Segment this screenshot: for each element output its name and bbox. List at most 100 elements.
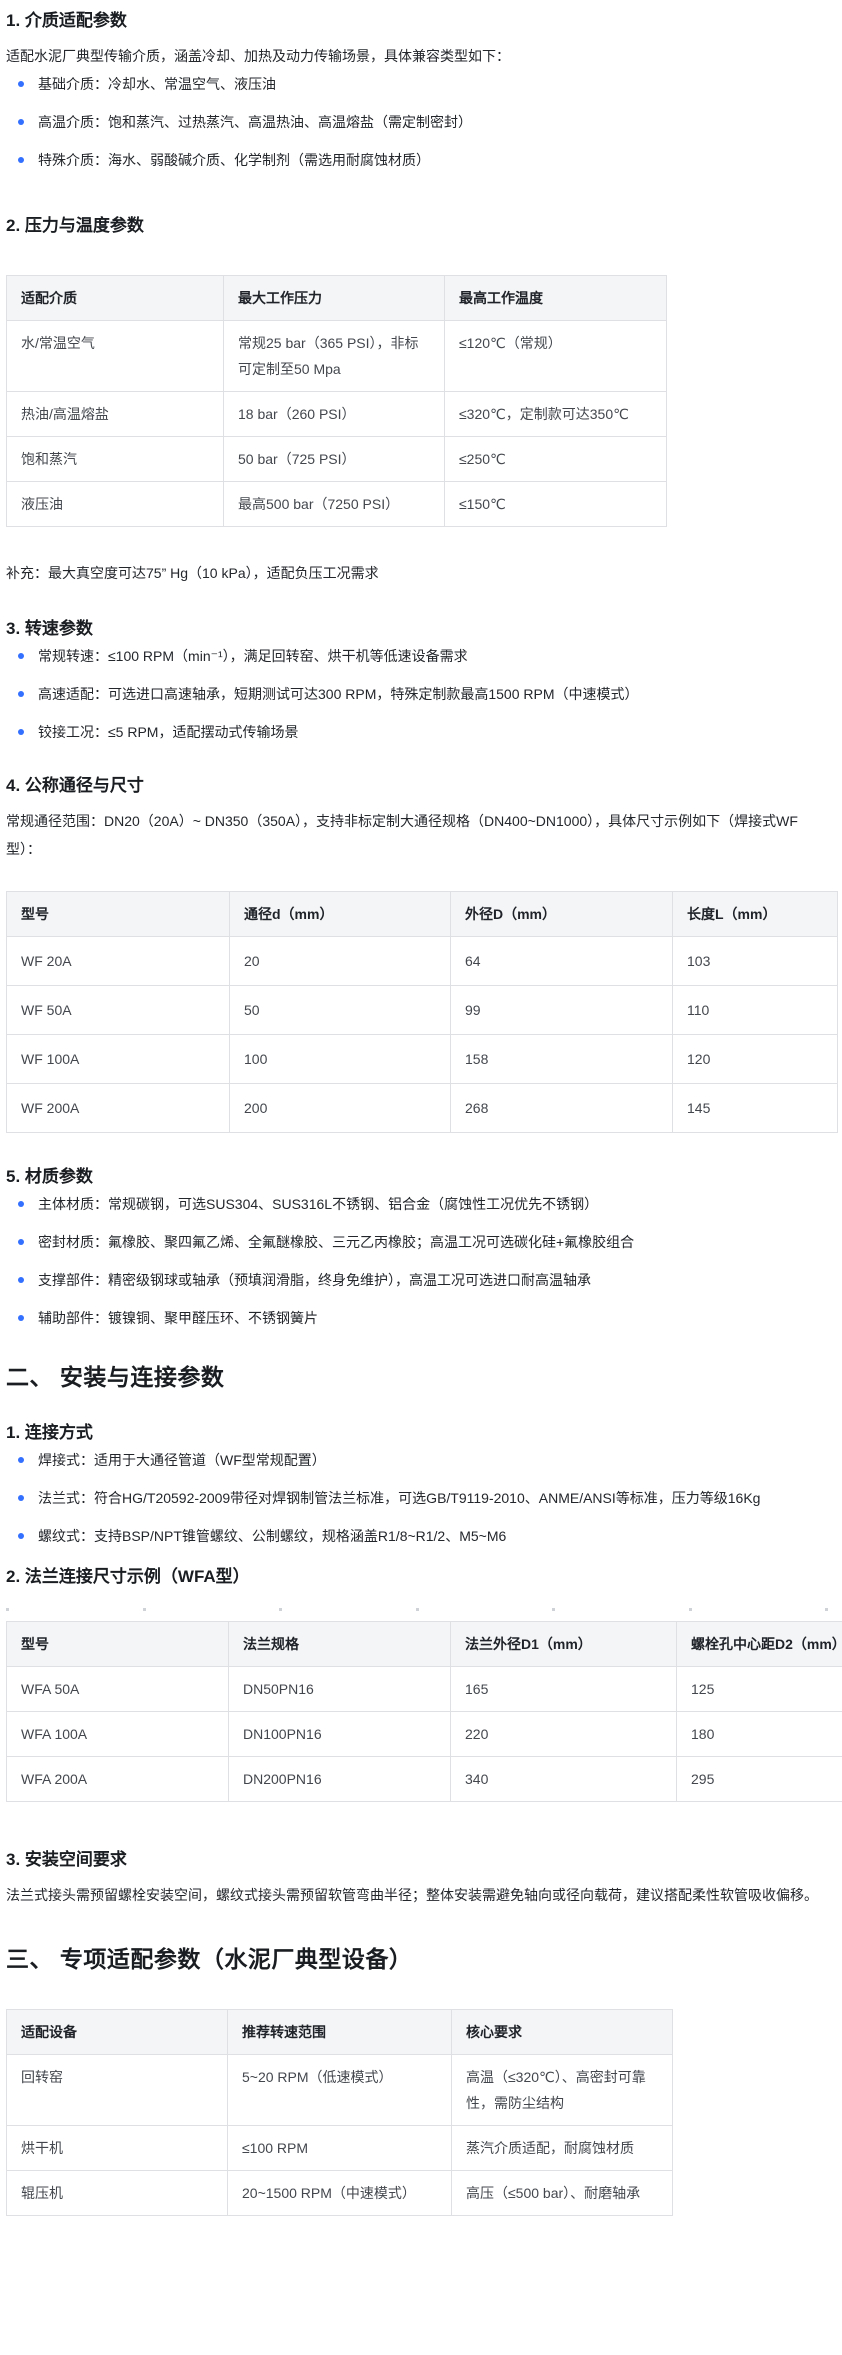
table-row: 热油/高温熔盐 18 bar（260 PSI） ≤320℃，定制款可达350℃ bbox=[6, 391, 667, 437]
list-item-text: 螺纹式：支持BSP/NPT锥管螺纹、公制螺纹，规格涵盖R1/8~R1/2、M5~… bbox=[38, 1528, 507, 1544]
bullet-dot-icon bbox=[18, 653, 24, 659]
table-cell: WF 20A bbox=[6, 936, 230, 986]
table-cell: 340 bbox=[450, 1756, 677, 1802]
bullet-dot-icon bbox=[18, 1315, 24, 1321]
bullet-dot-icon bbox=[18, 729, 24, 735]
wfa-flange-table: 型号 法兰规格 法兰外径D1（mm） 螺栓孔中心距D2（mm） WFA 50A … bbox=[6, 1621, 842, 1802]
list-item: 主体材质：常规碳钢，可选SUS304、SUS316L不锈钢、铝合金（腐蚀性工况优… bbox=[6, 1190, 842, 1218]
table-cell: 295 bbox=[676, 1756, 842, 1802]
table-cell: 最高500 bar（7250 PSI） bbox=[223, 481, 445, 527]
section-title-pressure-temp: 2. 压力与温度参数 bbox=[6, 216, 144, 235]
table-cell: 64 bbox=[450, 936, 673, 986]
table-header-cell: 推荐转速范围 bbox=[227, 2009, 452, 2055]
table-cell: ≤100 RPM bbox=[227, 2125, 452, 2171]
table-cell: 158 bbox=[450, 1034, 673, 1084]
table-header-cell: 最高工作温度 bbox=[444, 275, 667, 321]
table-cell: 20~1500 RPM（中速模式） bbox=[227, 2170, 452, 2216]
table-row: 液压油 最高500 bar（7250 PSI） ≤150℃ bbox=[6, 481, 667, 527]
bullet-dot-icon bbox=[18, 1201, 24, 1207]
table-cell: DN100PN16 bbox=[228, 1711, 451, 1757]
vacuum-note: 补充：最大真空度可达75” Hg（10 kPa），适配负压工况需求 bbox=[6, 565, 379, 581]
table-header-row: 适配介质 最大工作压力 最高工作温度 bbox=[6, 275, 667, 321]
section-title-connection-type: 1. 连接方式 bbox=[6, 1423, 93, 1442]
list-item: 常规转速：≤100 RPM（min⁻¹），满足回转窑、烘干机等低速设备需求 bbox=[6, 642, 842, 670]
table-row: WFA 50A DN50PN16 165 125 bbox=[6, 1666, 842, 1712]
table-cell: WF 100A bbox=[6, 1034, 230, 1084]
material-params-list: 主体材质：常规碳钢，可选SUS304、SUS316L不锈钢、铝合金（腐蚀性工况优… bbox=[6, 1190, 842, 1332]
list-item-text: 焊接式：适用于大通径管道（WF型常规配置） bbox=[38, 1452, 326, 1468]
column-guide-dot bbox=[279, 1608, 282, 1611]
table-cell: WFA 100A bbox=[6, 1711, 229, 1757]
section-title-flange-example: 2. 法兰连接尺寸示例（WFA型） bbox=[6, 1567, 250, 1586]
section-title-media-params: 1. 介质适配参数 bbox=[6, 11, 127, 30]
table-cell: 热油/高温熔盐 bbox=[6, 391, 224, 437]
table-header-row: 型号 法兰规格 法兰外径D1（mm） 螺栓孔中心距D2（mm） bbox=[6, 1621, 842, 1667]
table-cell: 145 bbox=[672, 1083, 838, 1133]
section-title-speed-params: 3. 转速参数 bbox=[6, 619, 93, 638]
speed-params-list: 常规转速：≤100 RPM（min⁻¹），满足回转窑、烘干机等低速设备需求 高速… bbox=[6, 642, 842, 746]
table-row: WFA 100A DN100PN16 220 180 bbox=[6, 1711, 842, 1757]
flange-table-clip-viewport: 型号 法兰规格 法兰外径D1（mm） 螺栓孔中心距D2（mm） WFA 50A … bbox=[6, 1621, 842, 1802]
list-item: 法兰式：符合HG/T20592-2009带径对焊钢制管法兰标准，可选GB/T91… bbox=[6, 1484, 842, 1512]
table-cell: WF 50A bbox=[6, 985, 230, 1035]
bullet-dot-icon bbox=[18, 1239, 24, 1245]
bullet-dot-icon bbox=[18, 1277, 24, 1283]
list-item-text: 支撑部件：精密级钢球或轴承（预填润滑脂，终身免维护），高温工况可选进口耐高温轴承 bbox=[38, 1272, 591, 1288]
document-page: 1. 介质适配参数 适配水泥厂典型传输介质，涵盖冷却、加热及动力传输场景，具体兼… bbox=[6, 11, 842, 2216]
table-row: 辊压机 20~1500 RPM（中速模式） 高压（≤500 bar）、耐磨轴承 bbox=[6, 2170, 673, 2216]
bullet-dot-icon bbox=[18, 1457, 24, 1463]
table-header-cell: 外径D（mm） bbox=[450, 891, 673, 937]
table-header-row: 适配设备 推荐转速范围 核心要求 bbox=[6, 2009, 673, 2055]
table-header-cell: 长度L（mm） bbox=[672, 891, 838, 937]
list-item: 特殊介质：海水、弱酸碱介质、化学制剂（需选用耐腐蚀材质） bbox=[6, 146, 842, 174]
table-cell: 高温（≤320℃）、高密封可靠性，需防尘结构 bbox=[451, 2054, 673, 2126]
table-header-cell: 最大工作压力 bbox=[223, 275, 445, 321]
table-row: 回转窑 5~20 RPM（低速模式） 高温（≤320℃）、高密封可靠性，需防尘结… bbox=[6, 2054, 673, 2126]
column-guide-dots bbox=[6, 1608, 828, 1611]
table-row: WF 20A 20 64 103 bbox=[6, 936, 838, 986]
table-cell: DN50PN16 bbox=[228, 1666, 451, 1712]
table-cell: 辊压机 bbox=[6, 2170, 228, 2216]
table-cell: 100 bbox=[229, 1034, 451, 1084]
table-cell: 99 bbox=[450, 985, 673, 1035]
diameter-range-intro: 常规通径范围：DN20（20A）~ DN350（350A），支持非标定制大通径规… bbox=[6, 813, 798, 857]
table-cell: 回转窑 bbox=[6, 2054, 228, 2126]
table-cell: 5~20 RPM（低速模式） bbox=[227, 2054, 452, 2126]
table-row: WF 200A 200 268 145 bbox=[6, 1083, 838, 1133]
table-row: 饱和蒸汽 50 bar（725 PSI） ≤250℃ bbox=[6, 436, 667, 482]
table-header-cell: 型号 bbox=[6, 1621, 229, 1667]
table-cell: 180 bbox=[676, 1711, 842, 1757]
table-cell: 水/常温空气 bbox=[6, 320, 224, 392]
section-title-install-space: 3. 安装空间要求 bbox=[6, 1850, 127, 1869]
table-header-cell: 适配设备 bbox=[6, 2009, 228, 2055]
list-item-text: 特殊介质：海水、弱酸碱介质、化学制剂（需选用耐腐蚀材质） bbox=[38, 152, 430, 168]
list-item: 基础介质：冷却水、常温空气、液压油 bbox=[6, 70, 842, 98]
table-cell: 110 bbox=[672, 985, 838, 1035]
table-cell: ≤120℃（常规） bbox=[444, 320, 667, 392]
list-item: 螺纹式：支持BSP/NPT锥管螺纹、公制螺纹，规格涵盖R1/8~R1/2、M5~… bbox=[6, 1522, 842, 1550]
table-header-cell: 法兰规格 bbox=[228, 1621, 451, 1667]
part-title-installation: 二、 安装与连接参数 bbox=[6, 1364, 225, 1390]
install-space-paragraph: 法兰式接头需预留螺栓安装空间，螺纹式接头需预留软管弯曲半径；整体安装需避免轴向或… bbox=[6, 1887, 818, 1903]
table-header-cell: 核心要求 bbox=[451, 2009, 673, 2055]
table-cell: 蒸汽介质适配，耐腐蚀材质 bbox=[451, 2125, 673, 2171]
table-cell: 20 bbox=[229, 936, 451, 986]
table-cell: 165 bbox=[450, 1666, 677, 1712]
table-cell: 103 bbox=[672, 936, 838, 986]
list-item: 辅助部件：镀镍铜、聚甲醛压环、不锈钢簧片 bbox=[6, 1304, 842, 1332]
table-cell: 120 bbox=[672, 1034, 838, 1084]
table-header-cell: 法兰外径D1（mm） bbox=[450, 1621, 677, 1667]
table-cell: 50 bar（725 PSI） bbox=[223, 436, 445, 482]
table-cell: 268 bbox=[450, 1083, 673, 1133]
table-cell: ≤150℃ bbox=[444, 481, 667, 527]
table-cell: 18 bar（260 PSI） bbox=[223, 391, 445, 437]
table-row: WF 50A 50 99 110 bbox=[6, 985, 838, 1035]
table-row: WFA 200A DN200PN16 340 295 bbox=[6, 1756, 842, 1802]
table-cell: 液压油 bbox=[6, 481, 224, 527]
part-title-special-adaptation: 三、 专项适配参数（水泥厂典型设备） bbox=[6, 1946, 413, 1972]
column-guide-dot bbox=[688, 1608, 692, 1611]
bullet-dot-icon bbox=[18, 157, 24, 163]
list-item-text: 主体材质：常规碳钢，可选SUS304、SUS316L不锈钢、铝合金（腐蚀性工况优… bbox=[38, 1196, 599, 1212]
list-item: 高速适配：可选进口高速轴承，短期测试可达300 RPM，特殊定制款最高1500 … bbox=[6, 680, 842, 708]
table-row: 水/常温空气 常规25 bar（365 PSI），非标可定制至50 Mpa ≤1… bbox=[6, 320, 667, 392]
